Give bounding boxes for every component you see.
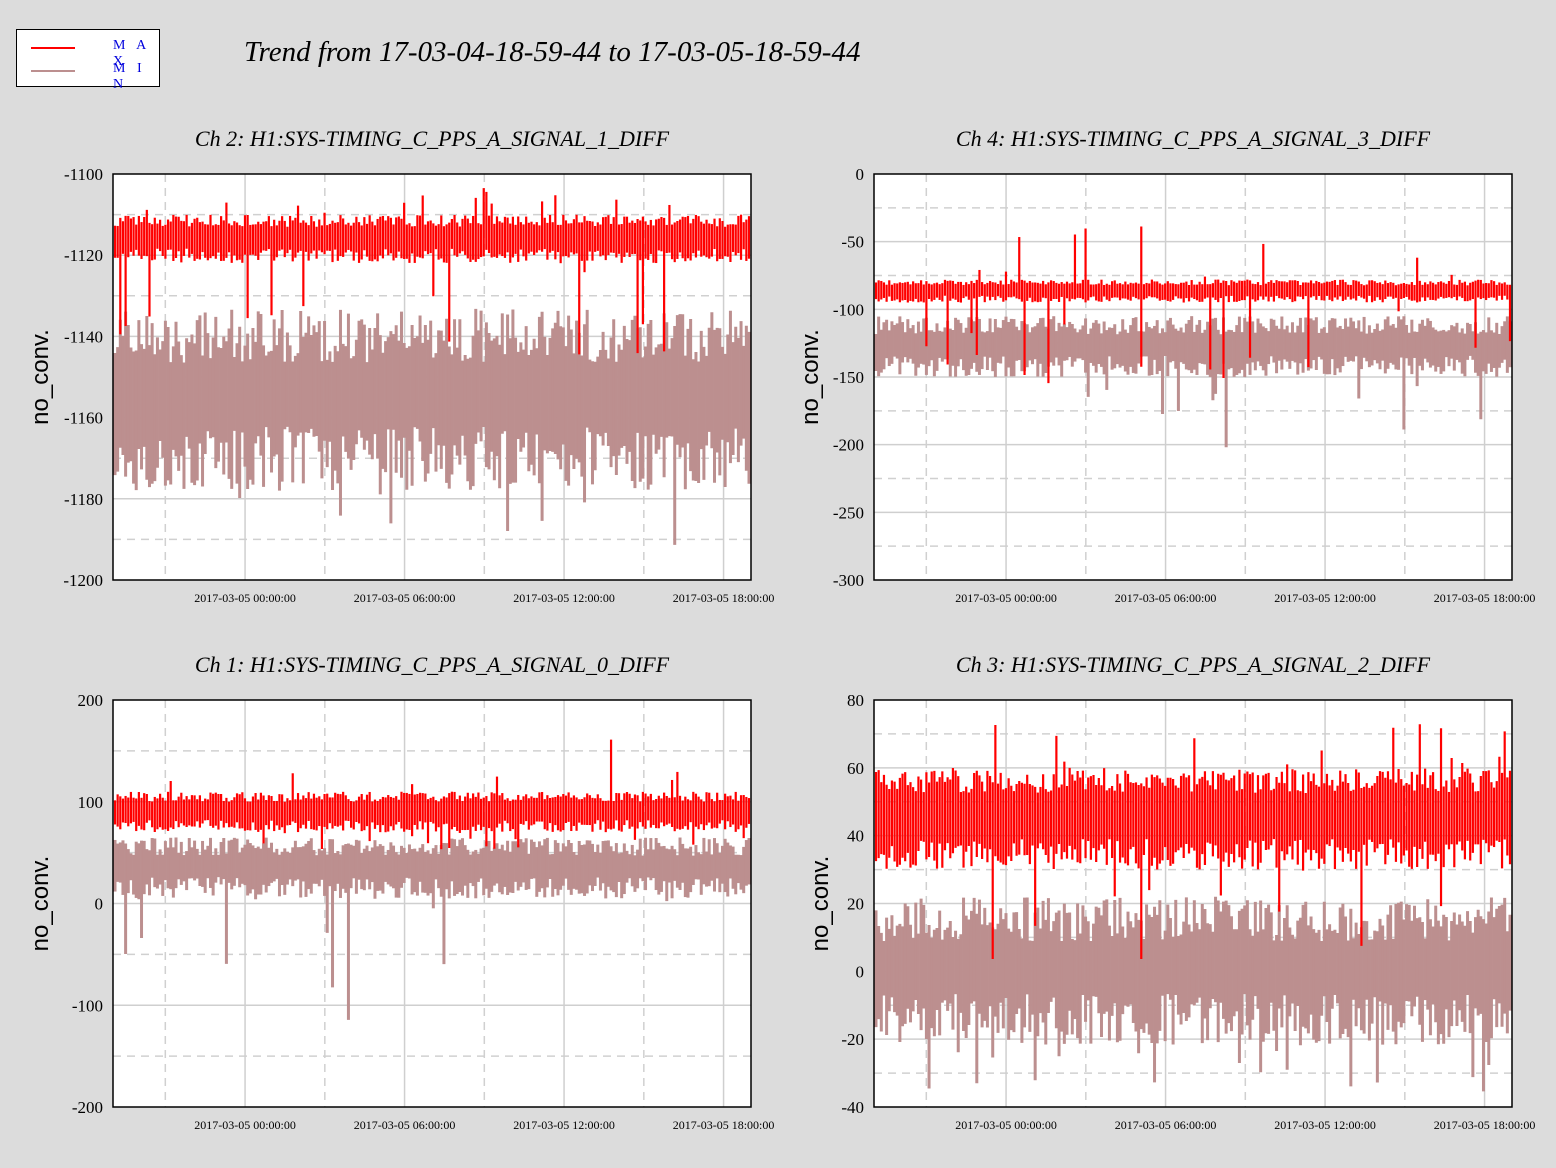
y-tick-label: -50 [841, 233, 864, 252]
y-tick-label: 200 [78, 691, 104, 710]
legend-swatch-max [31, 47, 75, 49]
x-tick-label: 2017-03-05 00:00:00 [955, 591, 1057, 605]
y-axis-label: no_conv. [807, 856, 834, 952]
x-tick-label: 2017-03-05 06:00:00 [354, 1118, 456, 1132]
y-tick-label: -200 [833, 436, 864, 455]
y-tick-label: -1180 [64, 490, 103, 509]
y-tick-label: -1160 [64, 409, 103, 428]
chart-title: Ch 1: H1:SYS-TIMING_C_PPS_A_SIGNAL_0_DIF… [195, 652, 670, 677]
plot-frame [112, 699, 752, 1108]
legend-item-min: M I N [27, 61, 157, 92]
chart-title: Ch 2: H1:SYS-TIMING_C_PPS_A_SIGNAL_1_DIF… [195, 126, 670, 151]
chart-title: Ch 4: H1:SYS-TIMING_C_PPS_A_SIGNAL_3_DIF… [956, 126, 1431, 151]
y-tick-label: -200 [72, 1098, 103, 1117]
y-tick-label: 100 [78, 793, 104, 812]
y-tick-label: -150 [833, 368, 864, 387]
y-tick-label: 0 [95, 895, 104, 914]
chart-title: Ch 3: H1:SYS-TIMING_C_PPS_A_SIGNAL_2_DIF… [956, 652, 1431, 677]
y-tick-label: 20 [847, 895, 864, 914]
x-tick-label: 2017-03-05 00:00:00 [194, 1118, 296, 1132]
page-title: Trend from 17-03-04-18-59-44 to 17-03-05… [244, 36, 861, 68]
y-tick-label: -1120 [64, 246, 103, 265]
chart-panel-1: -1100 -1120 -1140 -1160 -1180 -1200 2017-03-05… [27, 126, 774, 605]
x-tick-label: 2017-03-05 12:00:00 [1274, 591, 1376, 605]
chart-panel-3: 200 100 0 -100 -200 2017-03-05 00:00:00 2017-0… [27, 652, 774, 1132]
y-tick-label: -1200 [63, 571, 103, 590]
x-tick-label: 2017-03-05 06:00:00 [1115, 591, 1217, 605]
x-tick-label: 2017-03-05 18:00:00 [1434, 591, 1536, 605]
y-tick-label: -100 [72, 996, 103, 1015]
y-tick-label: -1140 [64, 327, 103, 346]
x-tick-label: 2017-03-05 18:00:00 [673, 591, 775, 605]
y-tick-label: -250 [833, 503, 864, 522]
legend-item-max: M A X [27, 38, 157, 69]
chart-panel-2: 0 -50 -100 -150 -200 -250 -300 2017-03-05 00:00… [797, 126, 1535, 605]
x-tick-label: 2017-03-05 12:00:00 [513, 591, 615, 605]
legend-label-max: M A X [113, 38, 150, 69]
x-tick-label: 2017-03-05 12:00:00 [513, 1118, 615, 1132]
x-tick-label: 2017-03-05 06:00:00 [354, 591, 456, 605]
y-tick-label: -40 [841, 1098, 864, 1117]
y-tick-label: -100 [833, 300, 864, 319]
x-tick-label: 2017-03-05 06:00:00 [1115, 1118, 1217, 1132]
legend-swatch-min [31, 70, 75, 72]
y-axis-label: no_conv. [797, 329, 824, 425]
x-tick-label: 2017-03-05 00:00:00 [194, 591, 296, 605]
y-tick-label: 0 [856, 962, 865, 981]
y-tick-label: 60 [847, 759, 864, 778]
y-axis-label: no_conv. [27, 856, 54, 952]
y-tick-label: -300 [833, 571, 864, 590]
y-tick-label: 40 [847, 827, 864, 846]
y-axis-label: no_conv. [27, 329, 54, 425]
legend-label-min: M I N [113, 61, 146, 92]
x-tick-label: 2017-03-05 18:00:00 [1434, 1118, 1536, 1132]
y-tick-label: -1100 [64, 165, 103, 184]
x-tick-label: 2017-03-05 18:00:00 [673, 1118, 775, 1132]
x-tick-label: 2017-03-05 12:00:00 [1274, 1118, 1376, 1132]
chart-panel-4: 80 60 40 20 0 -20 -40 2017-03-05 00:00:00 2017-0… [807, 652, 1535, 1132]
y-tick-label: 0 [856, 165, 865, 184]
y-tick-label: 80 [847, 691, 864, 710]
plot-frame [873, 173, 1513, 581]
y-tick-label: -20 [841, 1030, 864, 1049]
legend: M A X M I N [16, 29, 160, 92]
x-tick-label: 2017-03-05 00:00:00 [955, 1118, 1057, 1132]
plot-frame [873, 699, 1513, 1108]
plot-frame [112, 173, 752, 581]
